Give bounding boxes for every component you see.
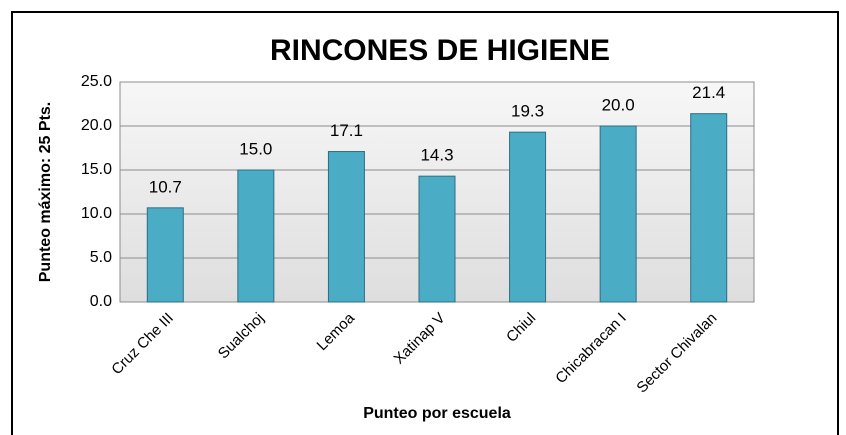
chart-title: RINCONES DE HIGIENE <box>270 34 610 67</box>
x-tick-label: Chicabracan I <box>552 310 629 387</box>
value-label: 15.0 <box>239 139 272 158</box>
bar <box>599 125 637 303</box>
x-axis-label: Punteo por escuela <box>363 405 511 422</box>
value-label: 19.3 <box>511 102 544 121</box>
x-tick-label: Xatinap V <box>391 310 449 368</box>
value-label: 10.7 <box>149 177 182 196</box>
y-tick-label: 10.0 <box>81 205 112 222</box>
x-tick-label: Cruz Che III <box>108 310 177 379</box>
y-tick-label: 25.0 <box>81 73 112 90</box>
x-tick-label: Sualchoj <box>215 310 268 363</box>
frame <box>11 11 839 435</box>
bar <box>509 131 547 303</box>
bar <box>146 207 184 303</box>
x-tick-label: Chiul <box>503 310 539 346</box>
value-label: 21.4 <box>692 83 725 102</box>
bar <box>418 175 456 303</box>
x-tick-label: Sector Chivalan <box>633 310 720 397</box>
x-tick-label: Lemoa <box>314 309 359 354</box>
y-tick-label: 15.0 <box>81 161 112 178</box>
y-tick-label: 0.0 <box>90 293 112 310</box>
bar <box>690 113 728 303</box>
value-label: 20.0 <box>602 95 635 114</box>
bar <box>327 151 365 303</box>
y-axis-label: Punteo máximo: 25 Pts. <box>37 102 54 283</box>
y-tick-label: 5.0 <box>90 249 112 266</box>
value-label: 14.3 <box>420 146 453 165</box>
y-tick-label: 20.0 <box>81 117 112 134</box>
value-label: 17.1 <box>330 121 363 140</box>
bar <box>237 169 275 303</box>
